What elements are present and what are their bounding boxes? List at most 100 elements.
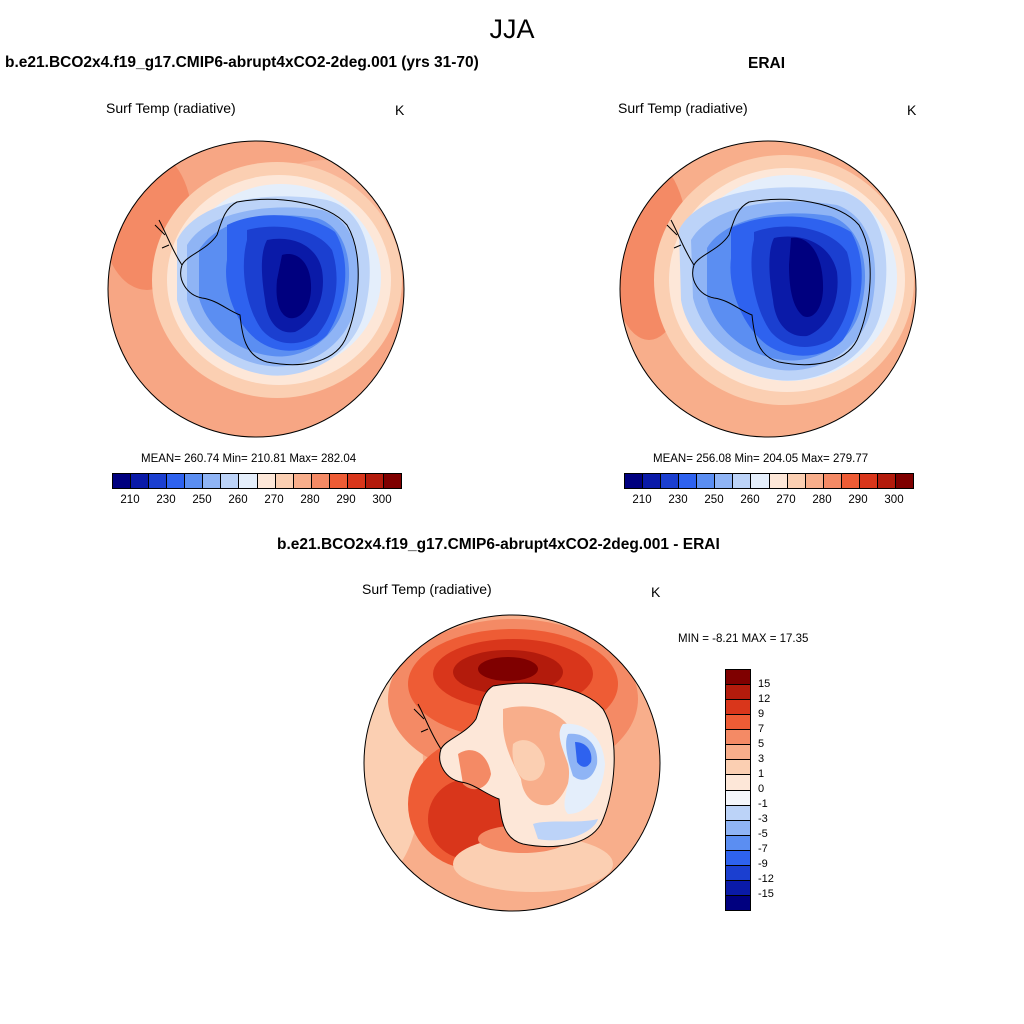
model-variable-label: Surf Temp (radiative) [106,100,236,116]
colorbar-swatch [347,474,366,488]
colorbar-tick-label: -12 [758,873,774,885]
colorbar-tick-label: -5 [758,828,768,840]
colorbar-swatch [149,474,168,488]
colorbar-tick-label: 260 [740,494,760,506]
colorbar-swatch [293,474,312,488]
colorbar-swatch [726,850,750,866]
diff-colorbar [725,669,751,911]
colorbar-swatch [726,745,750,761]
colorbar-swatch [726,730,750,746]
diff-panel-title: b.e21.BCO2x4.f19_g17.CMIP6-abrupt4xCO2-2… [277,536,720,553]
colorbar-swatch [221,474,240,488]
model-colorbar [112,473,402,489]
obs-colorbar-labels: 210 230 250 260 270 280 290 300 [624,494,912,510]
colorbar-swatch [726,685,750,701]
colorbar-swatch [239,474,258,488]
model-polar-map [107,140,405,438]
colorbar-tick-label: 5 [758,738,765,750]
model-stats: MEAN= 260.74 Min= 210.81 Max= 282.04 [141,453,357,465]
colorbar-swatch [383,474,401,488]
model-panel-title: b.e21.BCO2x4.f19_g17.CMIP6-abrupt4xCO2-2… [5,54,479,71]
colorbar-swatch [726,715,750,731]
colorbar-tick-label: -9 [758,858,768,870]
colorbar-tick-label: -15 [758,888,774,900]
colorbar-tick-label: 250 [704,494,724,506]
model-unit-label: K [395,102,405,118]
colorbar-swatch [859,474,878,488]
colorbar-tick-label: 210 [632,494,652,506]
diff-colorbar-labels: 15 12 9 7 5 3 1 0 -1 -3 -5 -7 -9 -12 -15 [758,669,798,909]
diff-unit-label: K [651,584,661,600]
colorbar-tick-label: 3 [758,753,765,765]
colorbar-swatch [275,474,294,488]
colorbar-tick-label: 0 [758,783,765,795]
colorbar-tick-label: 15 [758,678,771,690]
colorbar-tick-label: 270 [264,494,284,506]
colorbar-swatch [841,474,860,488]
colorbar-swatch [679,474,698,488]
colorbar-tick-label: -3 [758,813,768,825]
colorbar-swatch [726,760,750,776]
colorbar-swatch [167,474,186,488]
obs-variable-label: Surf Temp (radiative) [618,100,748,116]
colorbar-swatch [726,775,750,791]
colorbar-swatch [805,474,824,488]
colorbar-tick-label: 210 [120,494,140,506]
colorbar-swatch [726,865,750,881]
obs-panel-title: ERAI [748,55,786,72]
colorbar-tick-label: 250 [192,494,212,506]
colorbar-swatch [751,474,770,488]
colorbar-swatch [877,474,896,488]
obs-stats: MEAN= 256.08 Min= 204.05 Max= 279.77 [653,453,869,465]
colorbar-swatch [726,790,750,806]
diff-polar-map [363,614,661,912]
colorbar-tick-label: 290 [336,494,356,506]
colorbar-swatch [726,895,750,910]
colorbar-swatch [823,474,842,488]
obs-colorbar [624,473,914,489]
colorbar-swatch [726,880,750,896]
colorbar-swatch [311,474,330,488]
colorbar-swatch [726,805,750,821]
colorbar-tick-label: -7 [758,843,768,855]
colorbar-swatch [726,700,750,716]
colorbar-swatch [257,474,276,488]
colorbar-swatch [726,670,750,686]
colorbar-swatch [643,474,662,488]
colorbar-swatch [131,474,150,488]
colorbar-swatch [625,474,644,488]
colorbar-tick-label: 270 [776,494,796,506]
diff-variable-label: Surf Temp (radiative) [362,581,492,597]
colorbar-tick-label: 300 [884,494,904,506]
colorbar-swatch [726,820,750,836]
colorbar-swatch [661,474,680,488]
colorbar-swatch [203,474,222,488]
colorbar-tick-label: 230 [156,494,176,506]
colorbar-tick-label: 7 [758,723,765,735]
colorbar-swatch [697,474,716,488]
colorbar-tick-label: 300 [372,494,392,506]
colorbar-swatch [185,474,204,488]
colorbar-tick-label: 280 [812,494,832,506]
colorbar-tick-label: 1 [758,768,765,780]
colorbar-tick-label: 290 [848,494,868,506]
obs-unit-label: K [907,102,917,118]
colorbar-tick-label: -1 [758,798,768,810]
colorbar-swatch [895,474,913,488]
diff-stats: MIN = -8.21 MAX = 17.35 [678,633,809,645]
colorbar-swatch [733,474,752,488]
colorbar-swatch [715,474,734,488]
colorbar-swatch [113,474,132,488]
colorbar-swatch [769,474,788,488]
colorbar-tick-label: 280 [300,494,320,506]
colorbar-tick-label: 12 [758,693,771,705]
colorbar-tick-label: 260 [228,494,248,506]
colorbar-tick-label: 230 [668,494,688,506]
colorbar-swatch [787,474,806,488]
obs-polar-map [619,140,917,438]
model-colorbar-labels: 210 230 250 260 270 280 290 300 [112,494,400,510]
season-title: JJA [489,14,535,44]
colorbar-swatch [365,474,384,488]
colorbar-swatch [726,835,750,851]
colorbar-tick-label: 9 [758,708,765,720]
